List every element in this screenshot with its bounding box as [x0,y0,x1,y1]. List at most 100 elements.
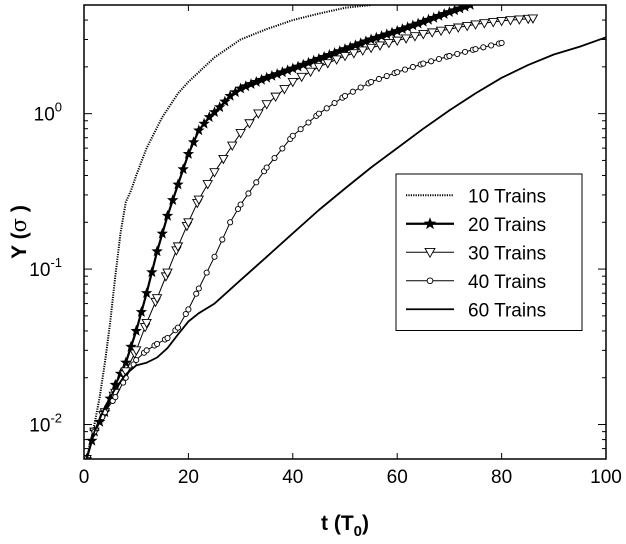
x-axis-label-subscript: 0 [354,523,362,540]
data-point [209,168,220,178]
legend-item: 10 Trains [406,186,546,207]
data-point [498,39,505,46]
data-point [151,245,163,257]
data-point [422,13,435,25]
data-point [479,19,490,29]
data-point [466,5,474,10]
data-point [219,236,226,243]
data-point [261,100,272,110]
data-point [514,15,525,25]
legend-label: 30 Trains [468,243,546,264]
data-point [305,67,316,78]
data-point [154,340,161,347]
x-axis-label-end: ) [362,512,369,535]
data-point [177,163,189,175]
y-tick-label: 10-1 [29,255,62,281]
data-point [211,253,218,260]
data-point [315,110,322,117]
legend-item: 20 Trains [406,215,546,236]
data-point [235,129,246,139]
y-axis-label-end: ) [8,205,31,218]
data-point [279,85,290,95]
data-point [195,285,202,292]
data-point [313,52,325,64]
data-point [444,25,455,35]
data-point [266,70,278,81]
data-point [368,78,375,85]
data-point [193,195,205,205]
data-point [135,306,148,317]
data-point [355,37,367,49]
data-point [331,99,338,107]
x-tick-label: 60 [387,467,408,488]
data-point [130,346,142,356]
data-point [245,78,257,89]
data-point [109,378,121,390]
data-point [292,60,304,72]
data-point [261,71,273,83]
data-point [120,356,132,368]
data-point [381,28,393,40]
data-point [141,319,152,329]
data-point [488,42,495,49]
legend-item: 30 Trains [406,243,546,264]
data-point [527,14,539,24]
data-point [349,88,356,95]
x-tick-label: 80 [491,467,512,488]
data-point [287,62,299,74]
data-point [334,45,346,56]
data-point [470,20,481,30]
data-point [365,33,377,45]
data-point [443,6,456,17]
data-point [480,44,487,51]
y-tick-label: 100 [34,100,62,126]
data-point [435,55,443,63]
data-point [182,310,189,318]
data-point [383,38,395,49]
data-point [187,136,200,148]
data-point [426,277,434,285]
data-point [396,23,409,34]
legend-label: 40 Trains [468,272,546,293]
plot-area-frame [83,4,607,460]
data-point [250,76,262,87]
data-point [270,92,281,103]
data-point [143,347,150,354]
data-point [401,21,414,33]
x-tick-label: 20 [178,467,199,488]
x-axis-label-main: t (T [321,512,354,535]
legend: 10 Trains 20 Trains 30 Trains 40 Trains 60 T… [395,173,583,331]
data-point [409,32,421,42]
x-axis-label: t (T0) [321,512,369,540]
data-point [453,23,464,33]
series-line [85,36,606,459]
data-point [323,105,330,112]
data-point [328,47,341,58]
legend-item: 60 Trains [406,300,546,321]
y-axis-label: Y (σ ) [7,205,31,259]
data-point [276,66,289,78]
data-point [409,63,416,71]
data-point [308,54,320,66]
data-point [302,56,315,68]
data-point [428,58,435,65]
data-point [412,17,424,29]
data-point [174,324,182,331]
series-1 [85,5,372,459]
data-point [349,39,362,51]
data-point [162,268,173,278]
data-point [418,30,429,40]
data-point [448,5,461,16]
data-point [297,58,309,70]
data-point [339,52,351,62]
data-point [417,15,429,27]
data-point [208,106,221,117]
data-point [487,18,499,28]
data-point [185,306,192,313]
series-line [85,5,372,459]
data-point [505,16,516,26]
data-point [281,64,294,76]
data-point [296,72,307,83]
data-point [203,111,215,122]
